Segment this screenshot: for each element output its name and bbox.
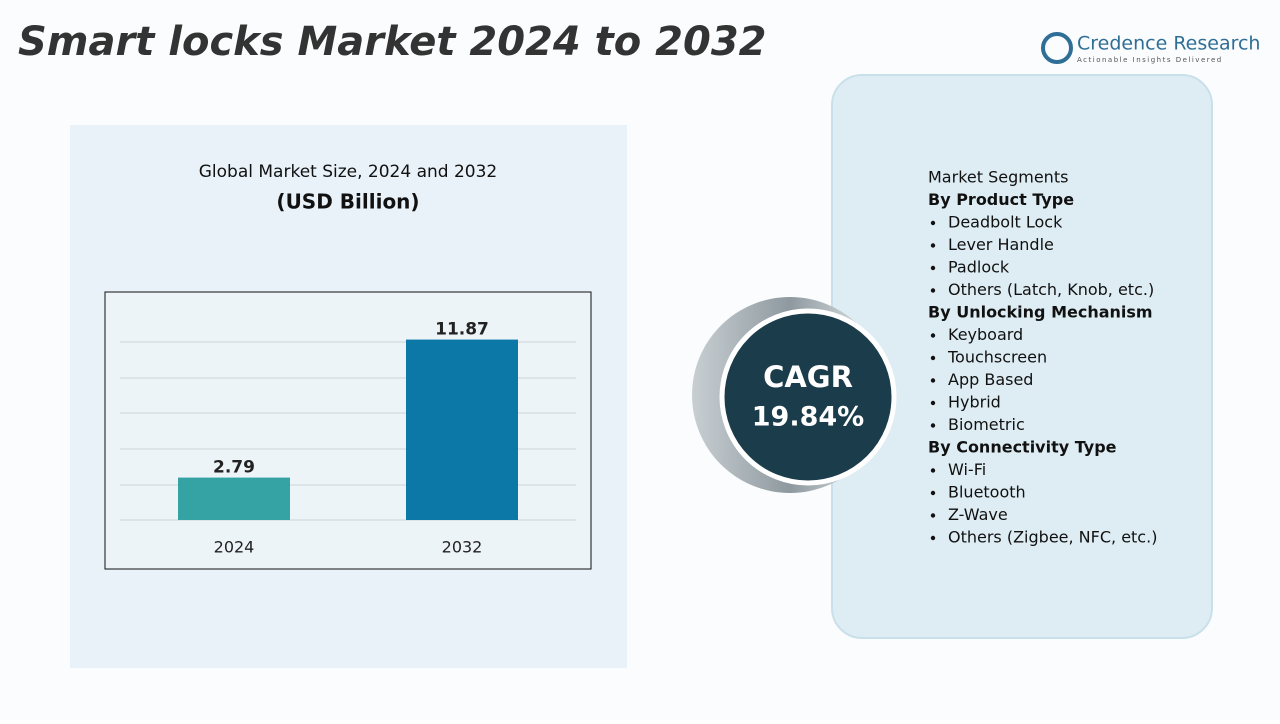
segment-item: Touchscreen (947, 348, 1047, 367)
bullet (930, 490, 936, 496)
segment-item: Z-Wave (948, 505, 1008, 524)
segments: Market Segments By Product Type Deadbolt L… (928, 168, 1157, 547)
chart-title: Global Market Size, 2024 and 2032 (199, 162, 498, 182)
bullet (930, 423, 936, 428)
cagr-circle (719, 308, 897, 486)
bullet (930, 220, 936, 226)
chart-frame (104, 291, 592, 570)
logo-icon (1041, 32, 1073, 64)
segment-item: Wi-Fi (948, 460, 986, 479)
bullet (930, 355, 936, 361)
page-title: Smart locks Market 2024 to 2032 (18, 19, 766, 65)
bar (406, 339, 518, 520)
bullet (930, 378, 936, 383)
bullet (930, 333, 936, 338)
bullet (930, 288, 936, 293)
value-label: 2.79 (213, 458, 255, 478)
bullet (930, 243, 936, 248)
segment-item: App Based (948, 370, 1033, 389)
segment-item: Lever Handle (948, 235, 1054, 254)
segment-item: Padlock (948, 258, 1010, 277)
logo-tagline: Actionable Insights Delivered (1077, 56, 1223, 64)
segment-item: Others (Latch, Knob, etc.) (948, 280, 1154, 299)
bullet (930, 535, 936, 541)
cagr-value: 19.84% (752, 402, 864, 433)
segment-item: Keyboard (948, 325, 1023, 344)
cagr-label: CAGR (763, 360, 853, 394)
segment-heading: By Connectivity Type (928, 438, 1117, 457)
logo-name: Credence Research (1077, 33, 1260, 55)
bullet (930, 400, 936, 406)
segment-item: Hybrid (948, 393, 1001, 412)
bullet (930, 468, 936, 473)
value-label: 11.87 (435, 320, 489, 340)
segments-title: Market Segments (928, 168, 1068, 187)
segment-item: Bluetooth (948, 483, 1026, 502)
segment-heading: By Product Type (928, 190, 1074, 209)
segment-item: Biometric (948, 415, 1025, 434)
segment-item: Deadbolt Lock (948, 213, 1063, 232)
bullet (930, 265, 936, 271)
chart-subtitle: (USD Billion) (276, 190, 419, 214)
segment-heading: By Unlocking Mechanism (928, 303, 1153, 322)
segment-item: Others (Zigbee, NFC, etc.) (948, 528, 1157, 547)
x-tick-label: 2032 (442, 538, 483, 557)
x-tick-label: 2024 (214, 538, 255, 557)
bullet (930, 513, 936, 518)
bar (178, 477, 290, 520)
